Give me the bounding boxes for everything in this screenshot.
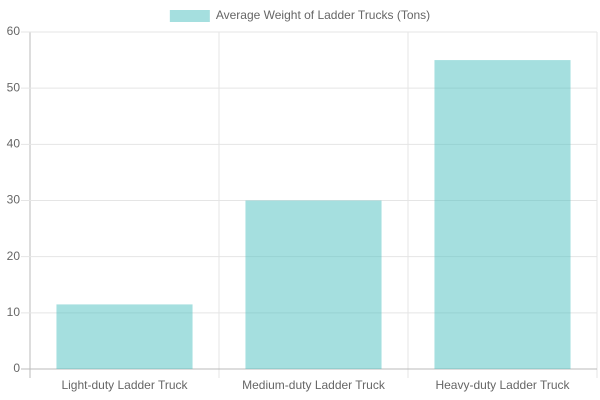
x-tick-label: Light-duty Ladder Truck xyxy=(61,378,188,392)
bar xyxy=(434,60,571,369)
y-tick-label: 40 xyxy=(7,137,21,151)
legend-swatch xyxy=(169,10,210,22)
bar xyxy=(245,200,382,369)
bar xyxy=(56,304,193,369)
y-tick-label: 30 xyxy=(7,193,21,207)
y-tick-label: 20 xyxy=(7,249,21,263)
legend-label: Average Weight of Ladder Trucks (Tons) xyxy=(216,8,430,22)
y-tick-label: 0 xyxy=(13,361,20,375)
x-tick-label: Heavy-duty Ladder Truck xyxy=(435,378,570,392)
y-tick-label: 50 xyxy=(7,80,21,94)
x-tick-label: Medium-duty Ladder Truck xyxy=(242,378,386,392)
y-tick-label: 60 xyxy=(7,24,21,38)
y-tick-label: 10 xyxy=(7,305,21,319)
